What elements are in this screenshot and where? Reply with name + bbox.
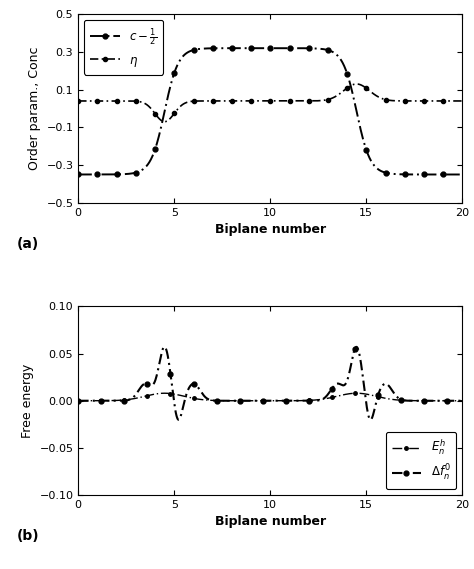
- $\eta$: [339, 88, 345, 95]
- X-axis label: Biplane number: Biplane number: [215, 223, 326, 236]
- Legend: $c - \frac{1}{2}$, $\eta$: $c - \frac{1}{2}$, $\eta$: [84, 20, 163, 75]
- $E_n^h$: [231, 397, 237, 404]
- $c - \frac{1}{2}$: [245, 45, 250, 52]
- $E_n^h$: [339, 391, 345, 398]
- Y-axis label: Order param., Conc: Order param., Conc: [28, 47, 41, 170]
- $\Delta f_n^0$: [459, 397, 465, 404]
- $\Delta f_n^0$: [75, 397, 81, 404]
- $\eta$: [354, 81, 359, 88]
- $\Delta f_n^0$: [245, 397, 251, 404]
- Text: (a): (a): [17, 237, 39, 251]
- $\eta$: [75, 97, 81, 104]
- $\Delta f_n^0$: [354, 344, 359, 351]
- $\Delta f_n^0$: [375, 391, 381, 398]
- $c - \frac{1}{2}$: [231, 45, 237, 52]
- $c - \frac{1}{2}$: [382, 169, 388, 176]
- $\eta$: [245, 97, 251, 104]
- $E_n^h$: [375, 393, 381, 400]
- $\eta$: [459, 97, 465, 104]
- Text: (b): (b): [17, 529, 39, 543]
- $E_n^h$: [162, 390, 167, 397]
- $E_n^h$: [459, 397, 465, 404]
- $\eta$: [231, 97, 237, 104]
- $\eta$: [162, 118, 167, 125]
- $\Delta f_n^0$: [231, 397, 237, 404]
- $\Delta f_n^0$: [339, 382, 345, 389]
- $E_n^h$: [75, 397, 81, 404]
- $\eta$: [375, 93, 381, 100]
- $E_n^h$: [245, 397, 251, 404]
- Line: $E_n^h$: $E_n^h$: [76, 391, 464, 402]
- X-axis label: Biplane number: Biplane number: [215, 516, 326, 529]
- $c - \frac{1}{2}$: [115, 171, 120, 178]
- $c - \frac{1}{2}$: [375, 166, 381, 172]
- $\Delta f_n^0$: [383, 381, 388, 387]
- $c - \frac{1}{2}$: [75, 171, 81, 178]
- Y-axis label: Free energy: Free energy: [21, 364, 34, 438]
- $\eta$: [383, 96, 388, 103]
- Line: $\eta$: $\eta$: [76, 82, 464, 124]
- $E_n^h$: [382, 395, 388, 402]
- Line: $c - \frac{1}{2}$: $c - \frac{1}{2}$: [76, 46, 465, 177]
- $\Delta f_n^0$: [115, 397, 120, 404]
- $c - \frac{1}{2}$: [459, 171, 465, 178]
- $\Delta f_n^0$: [176, 417, 182, 423]
- $\eta$: [115, 97, 120, 104]
- Line: $\Delta f_n^0$: $\Delta f_n^0$: [76, 344, 465, 422]
- $E_n^h$: [115, 397, 120, 404]
- Legend: $E_n^h$, $\Delta f_n^0$: $E_n^h$, $\Delta f_n^0$: [386, 432, 456, 489]
- $c - \frac{1}{2}$: [258, 45, 264, 52]
- $c - \frac{1}{2}$: [339, 59, 345, 65]
